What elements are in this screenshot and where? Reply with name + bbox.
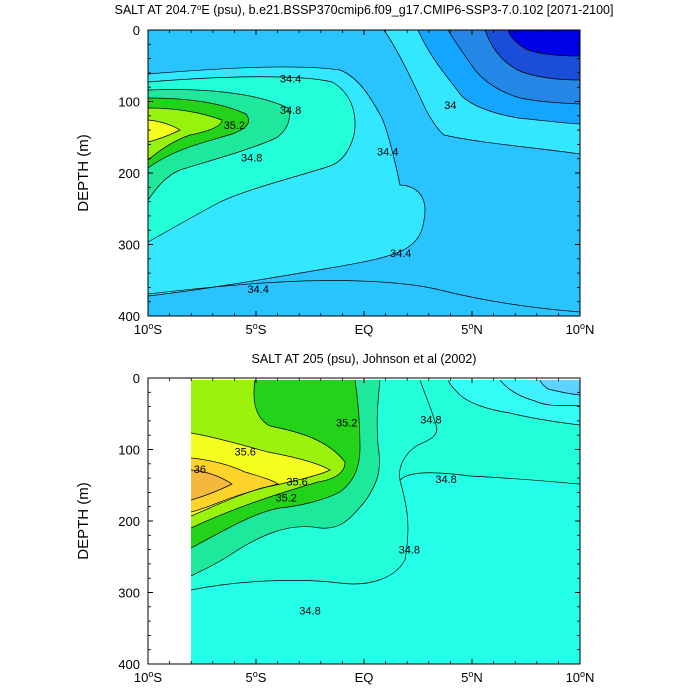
- contour-line: [539, 380, 580, 396]
- contour-label: 34.8: [435, 474, 456, 486]
- contour-line: [447, 30, 580, 105]
- x-tick-label: 10oS: [134, 669, 162, 685]
- contour-label-text: 35.2: [224, 120, 245, 132]
- contour-label: 35.6: [286, 477, 307, 489]
- panel-model: SALT AT 204.7oE (psu), b.e21.BSSP370cmip…: [75, 3, 613, 337]
- panel-1-contour-labels: 34.4 34.8 35.2 34.8 34 34.4 34.4 34.4: [224, 74, 457, 296]
- fill-33.4: [508, 30, 580, 56]
- panel-1-axes: 10oS 5oS EQ 5oN 10oN 0 100 200 300 400: [118, 23, 594, 337]
- fill-35.5: [148, 120, 180, 142]
- y-tick-label: 400: [118, 309, 140, 324]
- panel-1-title: SALT AT 204.7oE (psu), b.e21.BSSP370cmip…: [115, 3, 614, 17]
- fill-34.4: [540, 380, 580, 395]
- contour-label: 34.8: [241, 152, 262, 164]
- y-tick-label: 400: [118, 657, 140, 672]
- panel-2-title: SALT AT 205 (psu), Johnson et al (2002): [252, 352, 477, 366]
- contour-line: [447, 380, 580, 426]
- contour-label-text: 34.8: [280, 105, 301, 117]
- contour-label: 35.2: [336, 417, 357, 429]
- contour-label: 35.2: [224, 120, 245, 132]
- y-tick-label: 300: [118, 586, 140, 601]
- contour-line: [148, 97, 249, 169]
- contour-line: [384, 30, 580, 125]
- y-tick-label: 0: [133, 371, 140, 386]
- contour-label-text: 34.4: [247, 284, 268, 296]
- contour-label-text: 34.4: [377, 147, 398, 159]
- contour-line: [499, 380, 580, 407]
- x-tick-label: 10oN: [566, 669, 595, 685]
- contour-line: [191, 457, 279, 513]
- contour-line: [191, 469, 233, 501]
- panel-1-contour-fill: [148, 30, 580, 316]
- contour-label: 35.6: [234, 447, 255, 459]
- contour-label-text: 35.6: [286, 477, 307, 489]
- y-tick-label: 100: [118, 95, 140, 110]
- contour-label: 34.8: [399, 545, 420, 557]
- panel-2-contour-fill: [191, 380, 580, 664]
- contour-label-text: 34.8: [241, 152, 262, 164]
- contour-label-text: 34.8: [299, 605, 320, 617]
- contour-line: [484, 30, 580, 81]
- contour-label-text: 34.4: [390, 248, 411, 260]
- contour-label: 34.4: [390, 248, 411, 260]
- contour-line: [383, 30, 580, 155]
- x-tick-label: EQ: [355, 322, 374, 337]
- x-tick-label: 10oN: [566, 321, 595, 337]
- fill-35.3: [148, 108, 222, 160]
- x-tick-label: 5oS: [246, 321, 267, 337]
- contour-label: 36: [194, 464, 206, 476]
- contour-line: [148, 119, 181, 143]
- fill-34.7: [191, 380, 580, 664]
- x-tick-label: 5oN: [461, 321, 483, 337]
- contour-label: 34.8: [280, 105, 301, 117]
- contour-label-text: 34.4: [280, 74, 301, 86]
- contour-label-text: 34: [444, 100, 456, 112]
- contour-label-text: 34.8: [435, 474, 456, 486]
- y-tick-label: 200: [118, 166, 140, 181]
- y-tick-label: 100: [118, 443, 140, 458]
- contour-line: [191, 380, 346, 529]
- panel-2-contour-labels: 35.2 34.8 35.6 36 35.6 35.2 34.8 34.8 34.8: [194, 414, 457, 617]
- contour-line: [191, 432, 331, 517]
- x-tick-label: EQ: [355, 670, 374, 685]
- contour-line: [148, 280, 580, 313]
- contour-line: [507, 30, 580, 57]
- contour-label: 34.4: [280, 74, 301, 86]
- contour-label-text: 35.6: [234, 447, 255, 459]
- contour-label-text: 34.8: [399, 545, 420, 557]
- contour-line: [191, 479, 409, 591]
- contour-label-text: 34.8: [420, 414, 441, 426]
- contour-label: 34.4: [377, 147, 398, 159]
- contour-line: [148, 89, 290, 201]
- contour-line: [148, 76, 356, 243]
- panel-observed: SALT AT 205 (psu), Johnson et al (2002): [75, 352, 594, 685]
- contour-label-text: 35.2: [336, 417, 357, 429]
- panel-2-ylabel: DEPTH (m): [75, 482, 92, 560]
- y-tick-label: 0: [133, 23, 140, 38]
- contour-label: 34: [444, 100, 456, 112]
- contour-label: 34.8: [299, 605, 320, 617]
- contour-line: [399, 380, 580, 485]
- contour-label: 34.8: [420, 414, 441, 426]
- y-tick-label: 200: [118, 514, 140, 529]
- contour-label: 35.2: [276, 492, 297, 504]
- contour-label: 34.4: [247, 284, 268, 296]
- y-tick-label: 300: [118, 238, 140, 253]
- contour-line: [191, 380, 381, 577]
- fill-36.0: [191, 470, 232, 500]
- contour-line: [148, 107, 223, 161]
- panel-1-ylabel: DEPTH (m): [75, 134, 92, 212]
- contour-label-text: 35.2: [276, 492, 297, 504]
- contour-label-text: 36: [194, 464, 206, 476]
- contour-line: [148, 66, 426, 297]
- x-tick-label: 5oN: [461, 669, 483, 685]
- contour-line: [191, 380, 361, 549]
- x-tick-label: 10oS: [134, 321, 162, 337]
- fill-35.8: [191, 458, 278, 512]
- x-tick-label: 5oS: [246, 669, 267, 685]
- panel-2-axes: 10oS 5oS EQ 5oN 10oN 0 100 200 300 400: [118, 371, 594, 685]
